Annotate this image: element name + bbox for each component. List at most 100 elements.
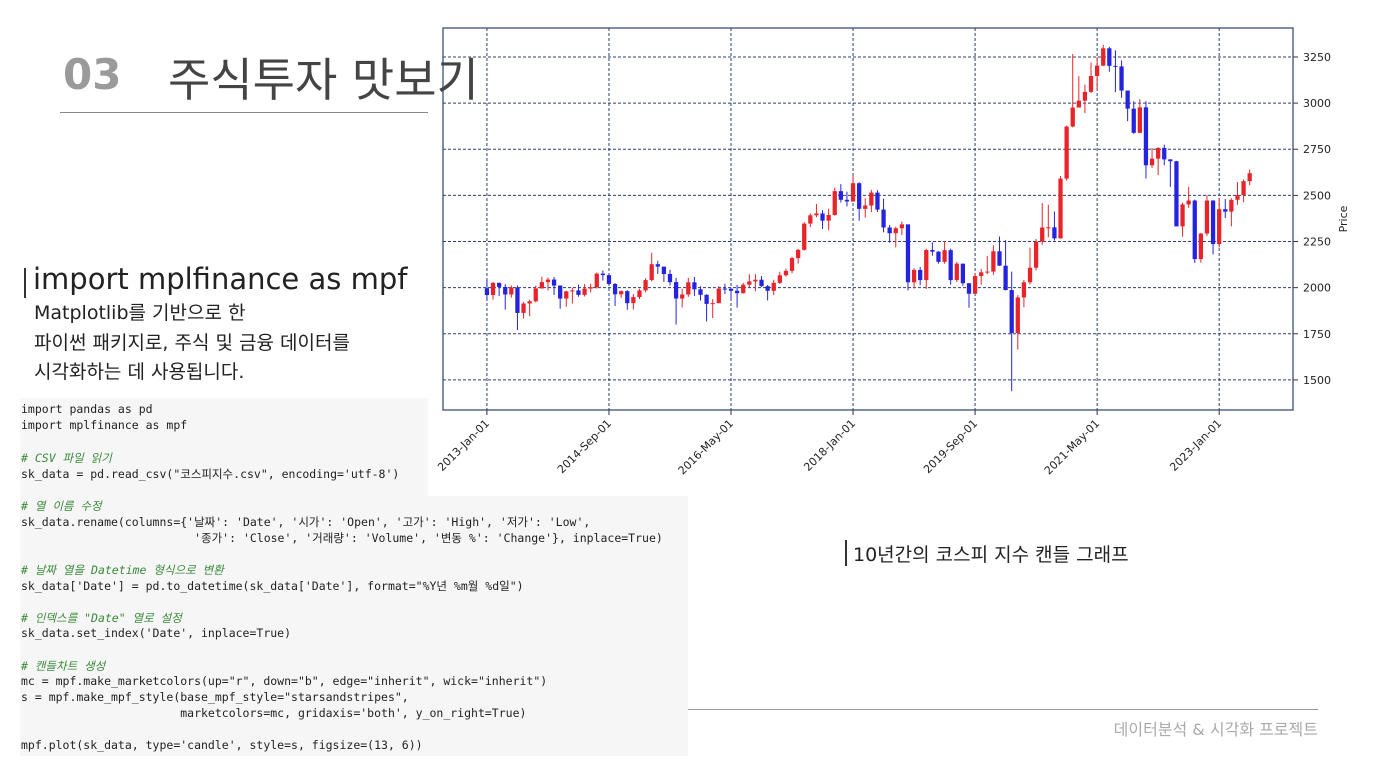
candle-body — [1088, 75, 1094, 92]
candle-body — [887, 227, 892, 234]
candle-body — [1131, 108, 1136, 133]
candle-body — [637, 290, 642, 298]
candle-body — [820, 213, 825, 221]
candle-body — [991, 251, 996, 272]
candle-body — [765, 286, 770, 291]
candle-body — [612, 283, 618, 295]
candle-body — [716, 288, 721, 304]
code-line: '종가': 'Close', '거래량': 'Volume', '변동 %': … — [21, 531, 663, 545]
candle-body — [551, 279, 557, 286]
candle-body — [1217, 209, 1222, 245]
y-tick-label: 2000 — [1303, 282, 1331, 295]
heading: import mplfinance as mpf — [33, 262, 408, 296]
y-tick-label: 2750 — [1303, 143, 1331, 156]
code-line: # 날짜 열을 Datetime 형식으로 변환 — [21, 563, 224, 577]
candle-body — [777, 275, 782, 283]
plot-frame — [442, 27, 1294, 411]
section-number: 03 — [63, 50, 122, 99]
x-tick-label: 2016-May-01 — [676, 417, 736, 477]
code-line: sk_data.rename(columns={'날짜': 'Date', '시… — [21, 515, 591, 529]
candle-body — [1198, 233, 1203, 260]
candle-body — [1235, 195, 1240, 200]
candle-body — [490, 282, 496, 296]
y-tick-label: 3000 — [1303, 97, 1331, 110]
candle-body — [1192, 200, 1197, 260]
code-line: mc = mpf.make_marketcolors(up="r", down=… — [21, 674, 548, 688]
candle-body — [905, 224, 911, 283]
desc-line: 파이썬 패키지로, 주식 및 금융 데이터를 — [34, 332, 350, 354]
x-tick-label: 2019-Sep-01 — [921, 417, 980, 476]
y-tick-label: 3250 — [1303, 51, 1331, 64]
candle-body — [594, 273, 599, 288]
footer: 데이터분석 & 시각화 프로젝트 — [1113, 720, 1318, 739]
candle-body — [948, 250, 953, 281]
candle-body — [881, 209, 886, 228]
candle-body — [936, 251, 941, 262]
candle-body — [1174, 161, 1179, 227]
candle-body — [1082, 91, 1088, 101]
candle-body — [1229, 199, 1234, 212]
candle-body — [1070, 107, 1075, 127]
candle-body — [680, 294, 685, 299]
candle-body — [783, 270, 789, 276]
candle-body — [564, 291, 569, 299]
candle-body — [600, 273, 606, 276]
candle-body — [503, 286, 508, 295]
candle-body — [1021, 282, 1027, 298]
caption: 10년간의 코스피 지수 캔들 그래프 — [853, 544, 1129, 566]
candle-body — [802, 223, 807, 250]
candle-body — [710, 303, 715, 305]
candle-body — [1040, 227, 1045, 242]
candle-body — [911, 269, 917, 283]
y-axis-label: Price — [1337, 205, 1350, 232]
candle-body — [1107, 48, 1112, 66]
candle-body — [722, 288, 728, 290]
candle-body — [1015, 297, 1020, 334]
code-line: mpf.plot(sk_data, type='candle', style=s… — [21, 738, 423, 752]
candle-body — [747, 281, 752, 285]
candle-body — [704, 294, 709, 304]
candle-body — [1180, 204, 1185, 227]
candle-body — [1186, 200, 1191, 205]
candle-body — [899, 224, 905, 229]
x-tick-label: 2018-Jan-01 — [801, 417, 858, 474]
candle-body — [753, 279, 758, 282]
candle-body — [832, 191, 837, 215]
code-line: sk_data = pd.read_csv("코스피지수.csv", encod… — [21, 467, 400, 481]
candle-body — [698, 289, 703, 295]
candle-body — [1033, 241, 1039, 268]
candle-body — [893, 228, 898, 234]
candle-body — [576, 290, 581, 295]
candle-body — [1046, 227, 1051, 229]
candle-body — [1156, 147, 1161, 159]
candle-body — [979, 272, 984, 277]
code-line: # CSV 파일 읽기 — [21, 451, 112, 465]
candle-body — [942, 250, 947, 262]
x-tick-label: 2021-May-01 — [1042, 417, 1102, 477]
candle-body — [545, 279, 551, 283]
candle-body — [795, 249, 801, 259]
candle-body — [1168, 159, 1173, 162]
plot-area — [443, 28, 1293, 410]
candle-body — [857, 183, 862, 209]
candle-body — [985, 271, 990, 273]
candle-body — [606, 275, 612, 284]
candle-body — [1076, 100, 1081, 108]
candle-body — [759, 279, 764, 287]
candle-body — [1137, 107, 1142, 133]
candle-body — [814, 213, 819, 216]
candle-body — [844, 199, 850, 202]
candle-body — [997, 251, 1002, 266]
candle-body — [582, 288, 587, 295]
candle-body — [741, 284, 746, 294]
code-bg — [20, 496, 688, 756]
candle-body — [771, 282, 776, 291]
code-line: import pandas as pd — [21, 402, 153, 416]
code-line: sk_data['Date'] = pd.to_datetime(sk_data… — [21, 579, 524, 593]
candle-body — [631, 297, 636, 304]
candle-body — [484, 288, 490, 296]
code-line: sk_data.set_index('Date', inplace=True) — [21, 626, 292, 640]
candle-body — [661, 266, 667, 274]
candle-body — [924, 250, 929, 281]
slide-title: 주식투자 맛보기 — [168, 53, 479, 107]
